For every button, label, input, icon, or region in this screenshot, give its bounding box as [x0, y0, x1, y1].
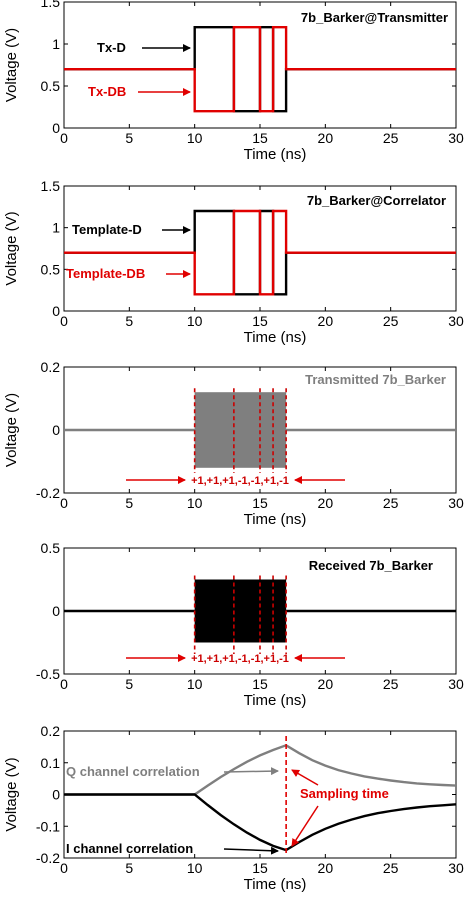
burst	[194, 579, 287, 643]
burst	[194, 392, 287, 468]
y-tick-label: 0.2	[41, 723, 61, 739]
sampling-time-label: Sampling time	[300, 786, 389, 801]
y-tick-label: 0	[52, 303, 60, 319]
x-tick-label: 15	[252, 676, 268, 692]
x-tick-label: 25	[383, 676, 399, 692]
y-tick-label: 0.5	[41, 78, 61, 94]
x-tick-label: 5	[125, 495, 133, 511]
panel1-title: 7b_Barker@Transmitter	[301, 10, 448, 25]
x-axis-label: Time (ns)	[244, 876, 307, 893]
x-tick-label: 30	[448, 860, 464, 876]
y-axis-label: Voltage (V)	[3, 393, 20, 467]
y-tick-label: 0	[52, 422, 60, 438]
panel1-series2-label: Tx-DB	[88, 84, 126, 99]
x-tick-label: 25	[383, 495, 399, 511]
panel2-title: 7b_Barker@Correlator	[307, 193, 446, 208]
x-tick-label: 20	[318, 495, 334, 511]
y-tick-label: 1.5	[41, 178, 61, 194]
y-tick-label: 0	[52, 787, 60, 803]
x-tick-label: 20	[318, 676, 334, 692]
y-tick-label: 0	[52, 603, 60, 619]
x-tick-label: 0	[60, 130, 68, 146]
y-tick-label: 1.5	[41, 0, 61, 10]
x-tick-label: 15	[252, 313, 268, 329]
x-axis-label: Time (ns)	[244, 146, 307, 163]
x-tick-label: 0	[60, 860, 68, 876]
y-tick-label: 0.5	[41, 261, 61, 277]
y-tick-label: -0.5	[36, 666, 60, 682]
panel-correlator: 0 5 10 15 20 25 30 0 0.5 1 1.5 Time (ns) Voltage (V)	[3, 178, 464, 346]
x-tick-label: 25	[383, 860, 399, 876]
y-tick-label: 1	[52, 36, 60, 52]
panel-correlation: 0 5 10 15 20 25 30 -0.2 -0.1 0 0.1 0.2 Time (ns) Volt…	[3, 723, 464, 893]
x-axis-label: Time (ns)	[244, 692, 307, 709]
y-axis-label: Voltage (V)	[3, 757, 20, 831]
x-tick-label: 5	[125, 860, 133, 876]
x-tick-label: 5	[125, 313, 133, 329]
series-line	[64, 26, 456, 113]
x-tick-label: 10	[187, 860, 203, 876]
series-line	[64, 209, 456, 296]
x-tick-label: 20	[318, 313, 334, 329]
series-line	[64, 743, 457, 796]
panel2-series2-label: Template-DB	[66, 266, 145, 281]
x-tick-label: 10	[187, 130, 203, 146]
y-tick-label: -0.2	[36, 485, 60, 501]
x-tick-label: 25	[383, 130, 399, 146]
y-tick-label: 0.1	[41, 755, 61, 771]
panel1-series1-label: Tx-D	[97, 40, 126, 55]
x-tick-label: 20	[318, 860, 334, 876]
x-axis-label: Time (ns)	[244, 329, 307, 346]
y-tick-label: 0	[52, 120, 60, 136]
x-tick-label: 10	[187, 313, 203, 329]
q-channel-label: Q channel correlation	[66, 764, 200, 779]
i-channel-arrow	[223, 846, 279, 855]
q-channel-arrow	[223, 767, 279, 776]
x-tick-label: 30	[448, 130, 464, 146]
x-tick-label: 15	[252, 860, 268, 876]
x-tick-label: 0	[60, 495, 68, 511]
x-tick-label: 20	[318, 130, 334, 146]
x-tick-label: 15	[252, 495, 268, 511]
x-axis-label: Time (ns)	[244, 511, 307, 528]
x-tick-label: 10	[187, 676, 203, 692]
panel2-series1-label: Template-D	[72, 222, 142, 237]
sampling-arrow-up	[291, 769, 319, 786]
x-tick-label: 0	[60, 676, 68, 692]
y-tick-label: -0.2	[36, 850, 60, 866]
x-tick-label: 30	[448, 495, 464, 511]
y-axis-label: Voltage (V)	[3, 211, 20, 285]
panel3-title: Transmitted 7b_Barker	[305, 372, 446, 387]
x-tick-label: 25	[383, 313, 399, 329]
y-tick-label: -0.1	[36, 818, 60, 834]
x-tick-label: 5	[125, 676, 133, 692]
panel-transmitter: 0 5 10 15 20 25 30 0 0.5 1 1.5 Time (ns) Voltage (V)	[3, 0, 464, 163]
x-tick-label: 10	[187, 495, 203, 511]
panel4-sequence: +1,+1,+1,-1,-1,+1,-1	[191, 653, 289, 665]
sampling-arrow-down	[291, 805, 319, 847]
x-tick-label: 15	[252, 130, 268, 146]
x-tick-label: 0	[60, 313, 68, 329]
series-line	[64, 793, 457, 852]
panel3-sequence: +1,+1,+1,-1,-1,+1,-1	[191, 475, 289, 487]
i-channel-label: I channel correlation	[66, 841, 193, 856]
panel4-title: Received 7b_Barker	[309, 558, 433, 573]
y-tick-label: 0.5	[41, 540, 61, 556]
y-tick-label: 1	[52, 220, 60, 236]
x-tick-label: 5	[125, 130, 133, 146]
y-tick-label: 0.2	[41, 359, 61, 375]
y-axis-label: Voltage (V)	[3, 28, 20, 102]
x-tick-label: 30	[448, 676, 464, 692]
x-tick-label: 30	[448, 313, 464, 329]
